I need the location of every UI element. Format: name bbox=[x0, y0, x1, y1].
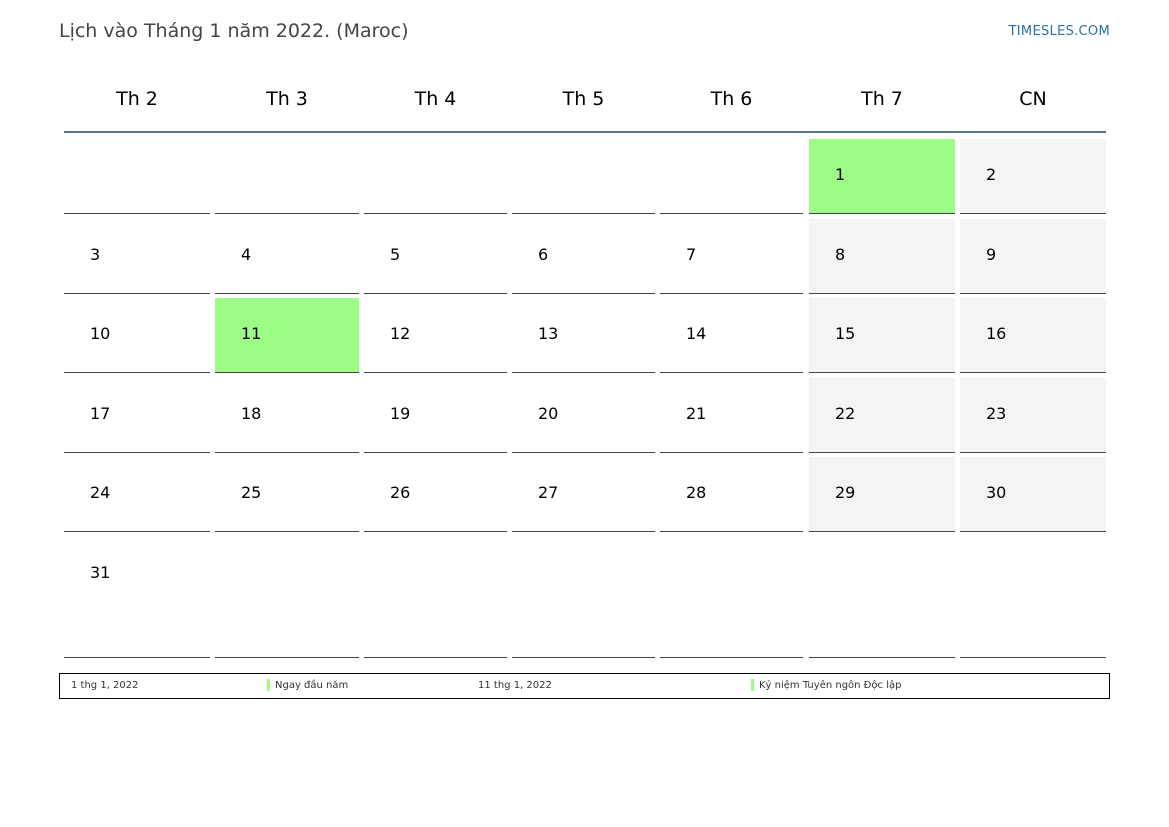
day-cell: 23 bbox=[960, 378, 1106, 453]
day-number: 2 bbox=[986, 165, 997, 184]
weekday-header: Th 2 Th 3 Th 4 Th 5 Th 6 Th 7 CN bbox=[64, 70, 1106, 133]
day-number: 24 bbox=[90, 483, 111, 502]
day-number: 1 bbox=[835, 165, 846, 184]
empty-day-cell bbox=[64, 139, 210, 214]
weekday-mon: Th 2 bbox=[116, 88, 158, 110]
day-cell: 24 bbox=[64, 457, 210, 532]
day-number: 29 bbox=[835, 483, 856, 502]
weekday-sun: CN bbox=[1019, 88, 1047, 110]
day-number: 12 bbox=[390, 324, 411, 343]
empty-day-cell bbox=[364, 139, 507, 214]
legend-holiday-name: Ngay đầu năm bbox=[275, 680, 349, 691]
day-cell: 7 bbox=[660, 219, 803, 294]
day-number: 5 bbox=[390, 245, 401, 264]
day-cell: 4 bbox=[215, 219, 359, 294]
weekday-tue: Th 3 bbox=[266, 88, 308, 110]
weekday-thu: Th 5 bbox=[562, 88, 605, 110]
day-cell: 10 bbox=[64, 298, 210, 373]
day-number: 11 bbox=[241, 324, 262, 343]
day-number: 25 bbox=[241, 483, 262, 502]
day-number: 16 bbox=[986, 324, 1007, 343]
day-number: 3 bbox=[90, 245, 101, 264]
day-cell: 5 bbox=[364, 219, 507, 294]
day-cell: 25 bbox=[215, 457, 359, 532]
day-number: 4 bbox=[241, 245, 252, 264]
day-number: 20 bbox=[538, 404, 559, 423]
day-cell: 18 bbox=[215, 378, 359, 453]
day-number: 23 bbox=[986, 404, 1007, 423]
day-number: 21 bbox=[686, 404, 707, 423]
day-cell: 1 bbox=[809, 139, 955, 214]
day-number: 31 bbox=[90, 563, 111, 582]
day-number: 10 bbox=[90, 324, 111, 343]
day-cell: 8 bbox=[809, 219, 955, 294]
day-cell: 21 bbox=[660, 378, 803, 453]
day-number: 8 bbox=[835, 245, 846, 264]
day-cell: 2 bbox=[960, 139, 1106, 214]
day-cell: 17 bbox=[64, 378, 210, 453]
day-number: 6 bbox=[538, 245, 549, 264]
day-cell: 20 bbox=[512, 378, 655, 453]
day-number: 26 bbox=[390, 483, 411, 502]
day-cell: 14 bbox=[660, 298, 803, 373]
site-link[interactable]: TIMESLES.COM bbox=[1008, 24, 1110, 39]
day-cell: 26 bbox=[364, 457, 507, 532]
day-cell: 30 bbox=[960, 457, 1106, 532]
empty-day-cell bbox=[215, 537, 359, 658]
legend-date: 11 thg 1, 2022 bbox=[478, 680, 552, 691]
legend-color-marker bbox=[267, 679, 270, 691]
day-number: 7 bbox=[686, 245, 697, 264]
day-cell: 15 bbox=[809, 298, 955, 373]
day-cell: 12 bbox=[364, 298, 507, 373]
day-number: 17 bbox=[90, 404, 111, 423]
empty-day-cell bbox=[809, 537, 955, 658]
day-cell: 6 bbox=[512, 219, 655, 294]
legend-color-marker bbox=[751, 679, 754, 691]
day-cell: 28 bbox=[660, 457, 803, 532]
day-number: 22 bbox=[835, 404, 856, 423]
page-title: Lịch vào Tháng 1 năm 2022. (Maroc) bbox=[59, 20, 409, 42]
day-cell: 29 bbox=[809, 457, 955, 532]
day-number: 9 bbox=[986, 245, 997, 264]
holiday-legend: 1 thg 1, 2022 Ngay đầu năm 11 thg 1, 202… bbox=[59, 673, 1110, 699]
day-cell: 16 bbox=[960, 298, 1106, 373]
weekday-sat: Th 7 bbox=[861, 88, 903, 110]
day-number: 28 bbox=[686, 483, 707, 502]
weekday-wed: Th 4 bbox=[414, 88, 457, 110]
day-number: 27 bbox=[538, 483, 559, 502]
day-number: 30 bbox=[986, 483, 1007, 502]
day-cell: 13 bbox=[512, 298, 655, 373]
day-number: 18 bbox=[241, 404, 262, 423]
day-cell: 22 bbox=[809, 378, 955, 453]
day-number: 14 bbox=[686, 324, 707, 343]
empty-day-cell bbox=[660, 139, 803, 214]
day-cell: 11 bbox=[215, 298, 359, 373]
day-cell: 31 bbox=[64, 537, 210, 658]
empty-day-cell bbox=[512, 139, 655, 214]
weekday-fri: Th 6 bbox=[710, 88, 753, 110]
empty-day-cell bbox=[215, 139, 359, 214]
day-number: 19 bbox=[390, 404, 411, 423]
legend-date: 1 thg 1, 2022 bbox=[71, 680, 139, 691]
day-cell: 27 bbox=[512, 457, 655, 532]
empty-day-cell bbox=[512, 537, 655, 658]
legend-holiday-name: Kỷ niệm Tuyên ngôn Độc lập bbox=[759, 680, 902, 691]
empty-day-cell bbox=[660, 537, 803, 658]
empty-day-cell bbox=[960, 537, 1106, 658]
empty-day-cell bbox=[364, 537, 507, 658]
day-number: 13 bbox=[538, 324, 559, 343]
day-cell: 9 bbox=[960, 219, 1106, 294]
day-cell: 19 bbox=[364, 378, 507, 453]
day-number: 15 bbox=[835, 324, 856, 343]
day-cell: 3 bbox=[64, 219, 210, 294]
